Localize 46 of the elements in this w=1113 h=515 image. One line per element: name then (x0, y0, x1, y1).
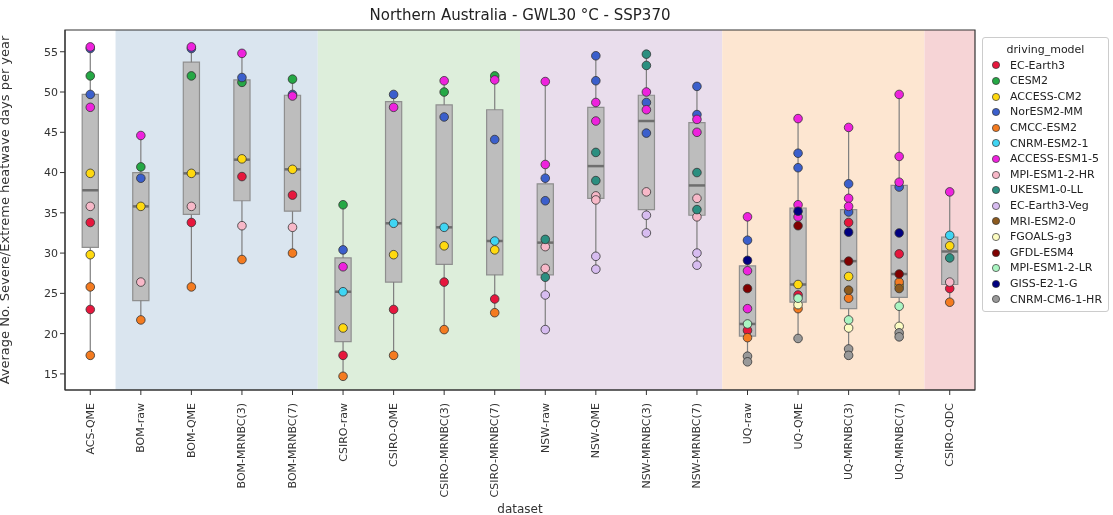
legend-label: EC-Earth3-Veg (1010, 197, 1089, 214)
y-tick-label: 55 (44, 45, 58, 59)
legend-label: CESM2 (1010, 73, 1049, 89)
x-tick-label: CSIRO-MRNBC(3) (437, 403, 451, 498)
x-tick-label: BOM-QME (184, 402, 198, 458)
legend-label: CMCC-ESM2 (1010, 119, 1077, 136)
legend-label: ACCESS-CM2 (1010, 88, 1082, 105)
y-tick-label: 40 (44, 166, 58, 180)
y-tick-label: 30 (44, 246, 58, 260)
legend-label: EC-Earth3 (1010, 57, 1066, 74)
x-tick-label: CSIRO-MRNBC(7) (488, 403, 502, 498)
y-tick-label: 25 (44, 287, 58, 301)
x-tick-label: ACS-QME (83, 402, 97, 455)
legend-label: MRI-ESM2-0 (1010, 213, 1076, 230)
x-tick-label: CSIRO-QDC (943, 402, 957, 467)
x-axis-title: dataset (497, 502, 543, 515)
x-tick-label: UQ-MRNBC(3) (842, 403, 856, 480)
y-tick-label: 45 (44, 126, 58, 140)
x-tick-label: NSW-QME (589, 402, 603, 459)
x-tick-label: UQ-QME (791, 402, 805, 450)
legend-label: NorESM2-MM (1010, 104, 1083, 120)
legend-label: ACCESS-ESM1-5 (1010, 151, 1099, 167)
y-tick-label: 20 (44, 327, 58, 341)
x-tick-label: CSIRO-QME (387, 402, 401, 467)
legend-label: MPI-ESM1-2-HR (1010, 166, 1095, 183)
x-tick-label: BOM-raw (134, 403, 148, 453)
legend-label: GFDL-ESM4 (1010, 244, 1074, 261)
x-tick-label: BOM-MRNBC(3) (235, 403, 249, 489)
legend-label: UKESM1-0-LL (1010, 182, 1083, 198)
legend-label: FGOALS-g3 (1010, 229, 1072, 245)
x-tick-label: NSW-MRNBC(7) (690, 403, 704, 489)
x-tick-label: CSIRO-raw (336, 403, 350, 462)
x-tick-label: UQ-MRNBC(7) (892, 403, 906, 480)
legend-label: CNRM-ESM2-1 (1010, 135, 1089, 152)
x-tick-label: NSW-raw (538, 403, 552, 453)
y-tick-label: 50 (44, 85, 58, 99)
y-tick-label: 15 (44, 367, 58, 381)
x-tick-label: UQ-raw (741, 403, 754, 445)
legend-label: CNRM-CM6-1-HR (1010, 291, 1103, 308)
legend-title: driving_model (1005, 42, 1086, 58)
y-tick-label: 35 (44, 206, 58, 220)
legend-label: MPI-ESM1-2-LR (1010, 260, 1093, 276)
legend-label: GISS-E2-1-G (1010, 275, 1078, 292)
x-tick-label: BOM-MRNBC(7) (286, 403, 299, 489)
x-tick-label: NSW-MRNBC(3) (639, 403, 653, 489)
chart-title: Northern Australia - GWL30 °C - SSP370 (368, 6, 672, 24)
